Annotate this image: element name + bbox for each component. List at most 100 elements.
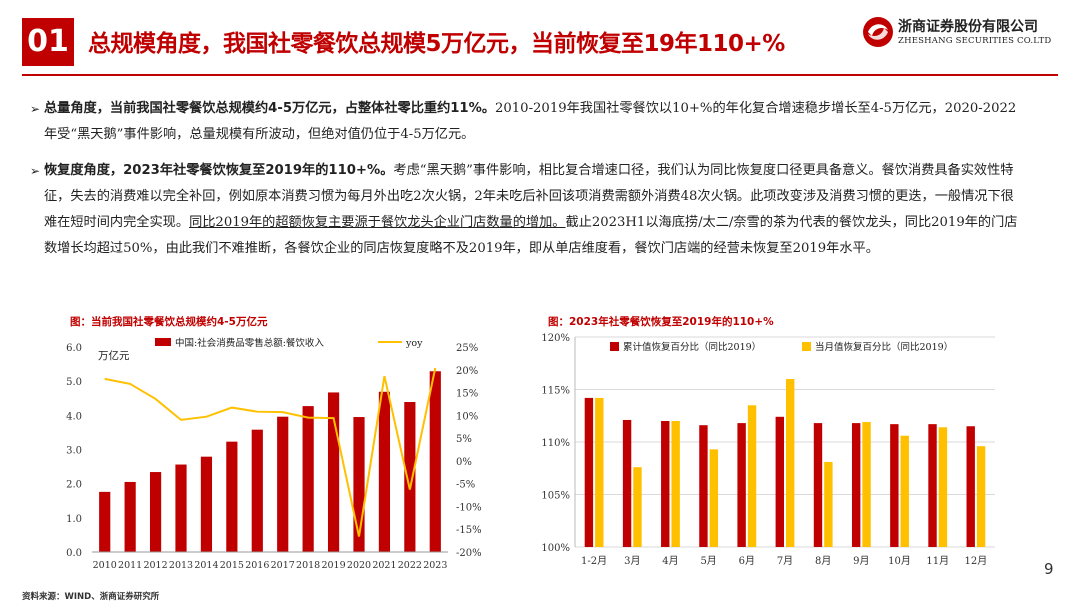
x-tick-label: 2011 — [118, 560, 142, 571]
bar-cumulative — [775, 416, 784, 547]
y-right-tick-label: 0% — [456, 457, 472, 468]
y-right-tick-label: 25% — [456, 343, 478, 354]
bar-cumulative — [890, 424, 899, 547]
paragraph-total-scale: ➢ 总量角度，当前我国社零餐饮总规模约4-5万亿元，占整体社零比重约11%。20… — [30, 96, 1024, 148]
bar-revenue — [149, 472, 162, 552]
y-left-tick-label: 1.0 — [66, 514, 82, 525]
y-left-tick-label: 2.0 — [66, 480, 82, 491]
paragraph-recovery: ➢ 恢复度角度，2023年社零餐饮恢复至2019年的110+%。考虑“黑天鹅”事… — [30, 158, 1024, 262]
logo-english-name: ZHESHANG SECURITIES CO.LTD — [898, 36, 1052, 46]
paragraph-lead: 恢复度角度，2023年社零餐饮恢复至2019年的110+%。 — [44, 163, 394, 178]
y-left-tick-label: 4.0 — [66, 411, 82, 422]
x-tick-label: 2016 — [245, 560, 269, 571]
bar-cumulative — [661, 421, 670, 547]
bar-monthly — [900, 435, 909, 547]
chart-restaurant-revenue: 0.0 1.0 2.0 3.0 4.0 5.0 6.0 -20% -15% -10% -5% 0% 5%… — [66, 337, 482, 571]
bar-revenue — [200, 456, 213, 552]
bar-cumulative — [966, 426, 975, 547]
y-tick-label: 105% — [541, 491, 570, 502]
bar-monthly — [671, 421, 680, 547]
company-logo: 浙商证券股份有限公司 ZHESHANG SECURITIES CO.LTD — [862, 14, 1062, 60]
bar-revenue — [353, 417, 365, 552]
bar-cumulative — [851, 423, 861, 547]
x-tick-label: 11月 — [926, 555, 949, 567]
paragraph-body: 考虑“黑天鹅”事件影响，相比复合增速口径，我们认为同比恢复度口径更具备意义。餐饮… — [44, 163, 1014, 230]
x-tick-label: 2020 — [347, 560, 371, 571]
bar-revenue — [175, 464, 187, 552]
x-tick-label: 3月 — [624, 555, 640, 567]
bullet-arrow-icon: ➢ — [30, 102, 41, 116]
bar-revenue — [429, 371, 441, 552]
bar-cumulative — [813, 423, 823, 547]
y-right-tick-label: -20% — [456, 548, 482, 559]
y-tick-label: 110% — [541, 438, 570, 449]
y-left-tick-label: 3.0 — [66, 446, 82, 457]
x-tick-label: 7月 — [777, 555, 793, 567]
bar-monthly — [938, 427, 948, 547]
bar-revenue — [226, 441, 238, 552]
header-divider — [22, 74, 1058, 76]
line-yoy — [104, 367, 437, 537]
chart1-title: 图：当前我国社零餐饮总规模约4-5万亿元 — [70, 316, 268, 328]
x-tick-label: 2023 — [423, 560, 447, 571]
chart-recovery-percent: 100% 105% 110% 115% 120% 1-2月 3月 4月 5月 6月 7月 8月 9月 10… — [541, 333, 995, 567]
y-right-tick-label: -15% — [456, 525, 482, 536]
y-right-tick-label: -5% — [456, 480, 475, 491]
x-tick-label: 2022 — [398, 560, 422, 571]
source-note: 资料来源：WIND、浙商证券研究所 — [22, 592, 160, 602]
bar-monthly — [786, 379, 795, 547]
y-tick-label: 100% — [541, 543, 570, 554]
paragraph-lead: 总量角度，当前我国社零餐饮总规模约4-5万亿元，占整体社零比重约11%。 — [44, 101, 496, 116]
paragraph-underlined: 同比2019年的超额恢复主要源于餐饮龙头企业门店数量的增加。 — [189, 215, 566, 230]
x-tick-label: 2013 — [169, 560, 193, 571]
legend-swatch-revenue — [155, 338, 171, 346]
y-right-tick-label: 15% — [456, 389, 478, 400]
legend-label-cumulative: 累计值恢复百分比（同比2019） — [623, 341, 761, 353]
paragraph-body: 2010-2019年我国社零餐饮以10+%的年化复合增速稳步增长至4-5万亿元，… — [44, 101, 1017, 142]
bar-cumulative — [622, 419, 632, 547]
bar-monthly — [976, 446, 986, 547]
bar-cumulative — [699, 425, 708, 547]
legend-swatch-cumulative — [610, 342, 619, 351]
bar-cumulative — [928, 424, 937, 547]
x-tick-label: 2019 — [321, 560, 345, 571]
bar-monthly — [709, 449, 719, 547]
legend-label-yoy: yoy — [405, 338, 423, 349]
bar-cumulative — [737, 423, 746, 547]
y-left-tick-label: 5.0 — [66, 377, 82, 388]
logo-chinese-name: 浙商证券股份有限公司 — [898, 19, 1038, 35]
x-tick-label: 4月 — [662, 555, 678, 567]
x-tick-label: 2012 — [143, 560, 167, 571]
bar-monthly — [862, 422, 871, 547]
zheshang-logo-icon — [863, 17, 893, 47]
bar-monthly — [595, 397, 604, 547]
bar-revenue — [99, 491, 111, 552]
x-tick-label: 12月 — [965, 555, 988, 567]
bar-monthly — [633, 467, 642, 547]
x-tick-label: 2010 — [93, 560, 117, 571]
x-tick-label: 2018 — [296, 560, 320, 571]
bar-revenue — [404, 402, 416, 552]
x-tick-label: 5月 — [700, 555, 716, 567]
x-tick-label: 9月 — [853, 555, 869, 567]
y-right-tick-label: 20% — [456, 366, 478, 377]
bar-revenue — [124, 481, 136, 552]
x-tick-label: 2021 — [372, 560, 396, 571]
bullet-arrow-icon: ➢ — [30, 164, 41, 178]
y-tick-label: 115% — [541, 386, 570, 397]
y-right-tick-label: 5% — [456, 434, 472, 445]
page-title: 总规模角度，我国社零餐饮总规模5万亿元，当前恢复至19年110+% — [88, 31, 785, 57]
legend-label-monthly: 当月值恢复百分比（同比2019） — [815, 341, 953, 353]
y-left-tick-label: 6.0 — [66, 343, 82, 354]
page-number: 9 — [1044, 560, 1054, 578]
bar-revenue — [277, 416, 289, 552]
y-right-tick-label: -10% — [456, 502, 482, 513]
y-left-tick-label: 0.0 — [66, 548, 82, 559]
x-tick-label: 8月 — [815, 555, 831, 567]
paragraph-body-continued: 截止2023H1以海底捞/太二/奈雪的茶为代表的餐饮龙头，同比2019年的门店数… — [44, 215, 1018, 256]
section-number: 01 — [22, 18, 74, 66]
legend-swatch-monthly — [802, 342, 811, 351]
x-tick-label: 2014 — [194, 560, 218, 571]
x-tick-label: 6月 — [739, 555, 755, 567]
x-tick-label: 2017 — [271, 560, 295, 571]
